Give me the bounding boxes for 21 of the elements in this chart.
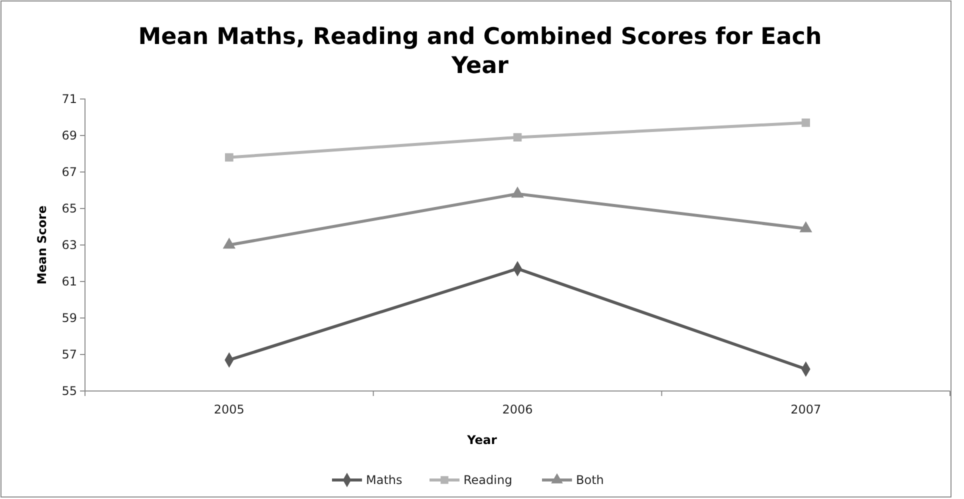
y-tick-label: 63 bbox=[62, 238, 77, 252]
point bbox=[513, 133, 522, 142]
y-axis-title: Mean Score bbox=[35, 206, 49, 284]
x-axis-title: Year bbox=[466, 433, 497, 447]
point bbox=[802, 118, 810, 127]
y-tick-label: 59 bbox=[62, 310, 77, 325]
legend-label: Maths bbox=[366, 473, 402, 487]
y-tick-label: 57 bbox=[62, 347, 77, 362]
x-tick-label: 2006 bbox=[502, 402, 533, 417]
x-tick-label: 2007 bbox=[790, 402, 822, 417]
point bbox=[224, 153, 234, 162]
x-tick-label: 2005 bbox=[214, 402, 244, 417]
y-tick-label: 71 bbox=[62, 92, 77, 106]
legend-label: Reading bbox=[464, 473, 512, 487]
y-tick-label: 65 bbox=[62, 201, 77, 216]
chart-title: Mean Maths, Reading and Combined Scores for Each Year bbox=[138, 24, 822, 79]
y-tick-label: 61 bbox=[62, 274, 77, 288]
y-tick-label: 67 bbox=[62, 164, 77, 179]
legend-label: Both bbox=[576, 473, 604, 487]
y-tick-label: 69 bbox=[62, 128, 77, 142]
y-tick-label: 55 bbox=[62, 384, 77, 398]
